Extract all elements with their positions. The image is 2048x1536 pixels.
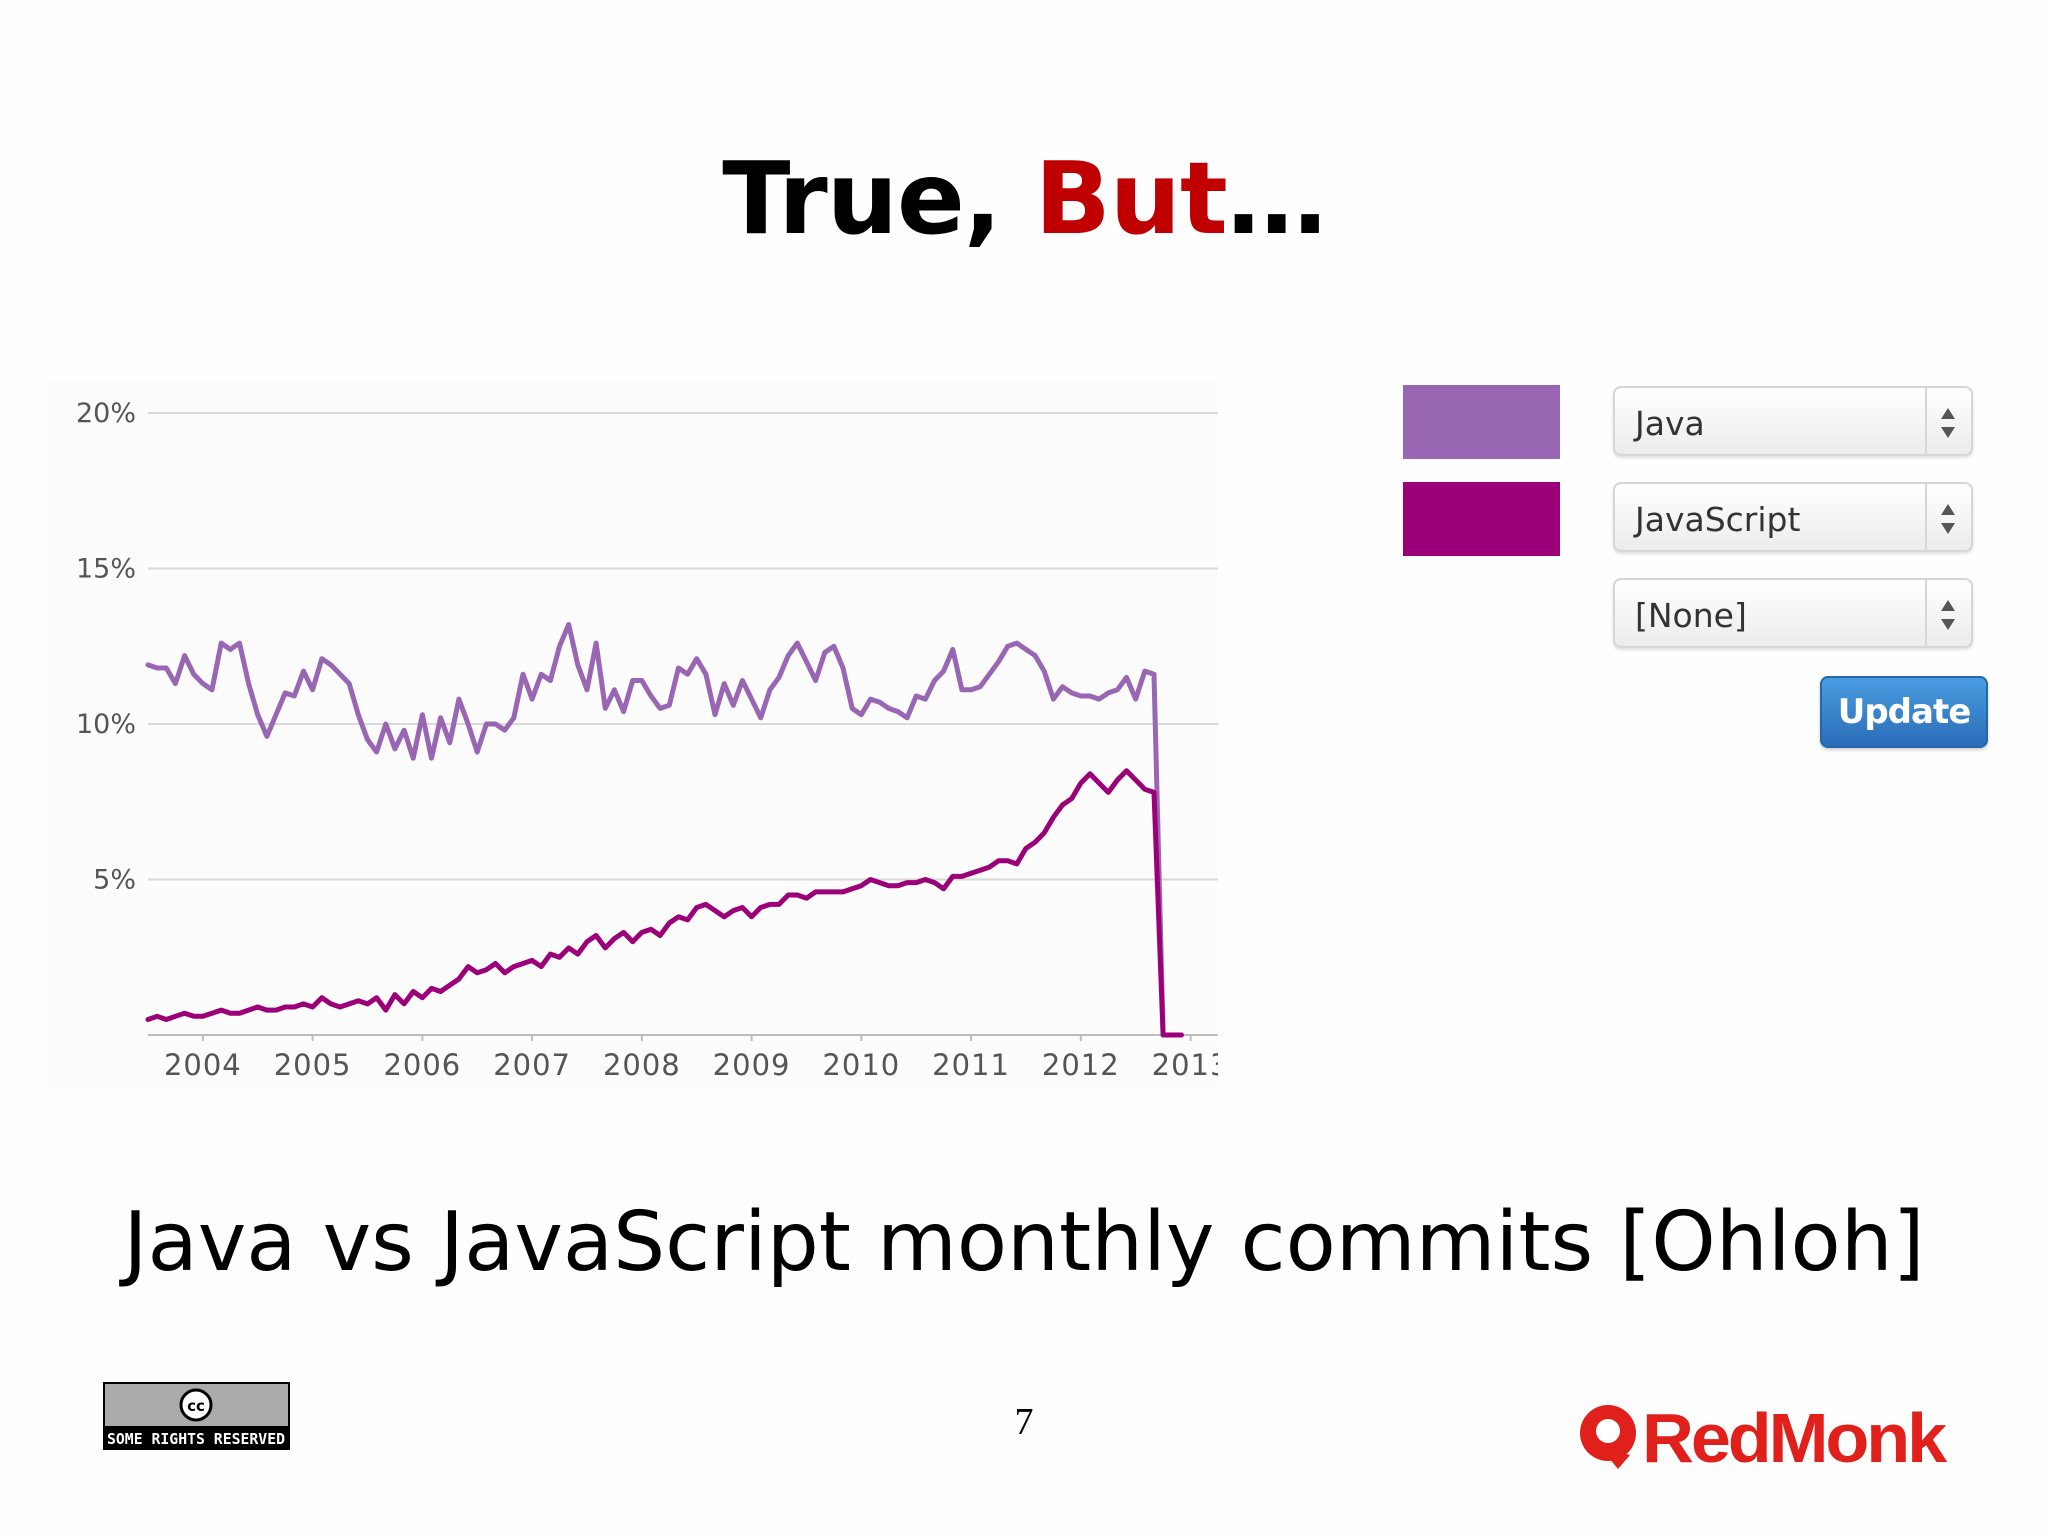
x-tick-label: 2004 (164, 1048, 242, 1082)
title-ellipsis: … (1226, 140, 1327, 257)
slide-title: True, But… (0, 140, 2048, 257)
page-number: 7 (1014, 1401, 1034, 1443)
x-tick-label: 2009 (713, 1048, 791, 1082)
select-value: [None] (1635, 596, 1747, 635)
y-tick-label: 20% (76, 398, 136, 429)
x-tick-label: 2006 (383, 1048, 461, 1082)
legend-swatch-javascript (1403, 482, 1560, 556)
series-line-javascript (145, 768, 1184, 1038)
series-select-3[interactable]: [None] (1613, 578, 1973, 648)
slide-caption: Java vs JavaScript monthly commits [Ohlo… (123, 1195, 1925, 1290)
up-down-arrows-icon (1941, 600, 1955, 630)
y-tick-label: 5% (93, 865, 136, 896)
commits-chart: 20% 15% 10% 5% 2004 2005 2006 2007 2008 2009 2010 2… (48, 380, 1218, 1090)
monk-head-icon (1580, 1405, 1636, 1469)
cc-icon (179, 1388, 213, 1422)
creative-commons-badge[interactable]: cc SOME RIGHTS RESERVED (103, 1382, 290, 1450)
x-tick-label: 2010 (822, 1048, 900, 1082)
update-button[interactable]: Update (1820, 676, 1988, 748)
series-select-2[interactable]: JavaScript (1613, 482, 1973, 552)
select-divider (1925, 484, 1927, 550)
logo-wordmark: RedMonk (1642, 1399, 1947, 1475)
select-value: JavaScript (1635, 500, 1801, 539)
license-text: SOME RIGHTS RESERVED (107, 1430, 285, 1448)
title-accent: But (1034, 140, 1228, 257)
select-divider (1925, 388, 1927, 454)
x-tick-label: 2008 (603, 1048, 681, 1082)
series-select-1[interactable]: Java (1613, 386, 1973, 456)
redmonk-logo: RedMonk (1580, 1399, 1948, 1475)
x-tick-label: 2011 (932, 1048, 1010, 1082)
x-tick-label: 2013 (1152, 1048, 1218, 1082)
y-tick-label: 15% (76, 554, 136, 585)
series-line-java (145, 622, 1184, 1038)
select-divider (1925, 580, 1927, 646)
select-value: Java (1635, 404, 1705, 443)
x-tick-label: 2005 (274, 1048, 352, 1082)
x-tick-label: 2012 (1042, 1048, 1120, 1082)
y-tick-label: 10% (76, 709, 136, 740)
title-main: True, (722, 140, 1035, 257)
svg-text:cc: cc (187, 1397, 205, 1415)
chart-canvas: 20% 15% 10% 5% 2004 2005 2006 2007 2008 2009 2010 2… (76, 398, 1218, 1082)
legend-swatch-java (1403, 385, 1560, 459)
up-down-arrows-icon (1941, 408, 1955, 438)
up-down-arrows-icon (1941, 504, 1955, 534)
x-tick-label: 2007 (493, 1048, 571, 1082)
